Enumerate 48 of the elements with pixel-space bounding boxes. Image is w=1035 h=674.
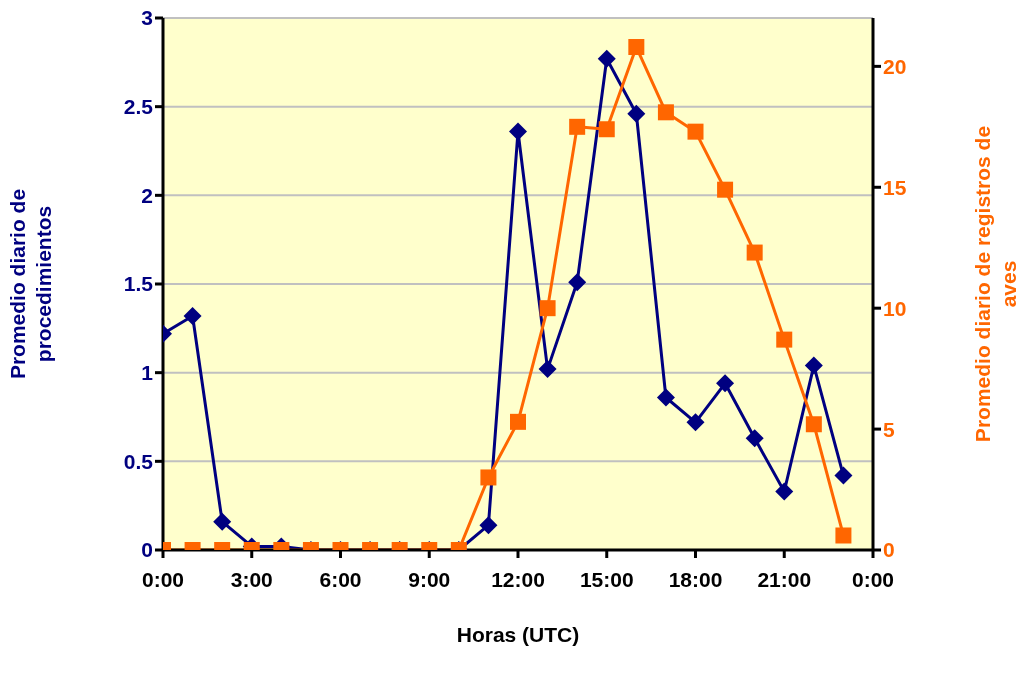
point [686, 413, 705, 432]
x-tick-label: 0:00 [851, 567, 895, 591]
y2-tick-label: 15 [883, 175, 907, 199]
point [687, 123, 704, 140]
point [597, 49, 616, 68]
point [834, 466, 853, 485]
point [183, 306, 202, 325]
point [598, 121, 615, 138]
point [716, 374, 735, 393]
x-tick-label: 18:00 [668, 567, 723, 591]
y-tick-label: 0 [141, 538, 153, 562]
point [539, 300, 556, 317]
y-tick-label: 1 [141, 361, 154, 385]
y2-axis-title: Promedio diario de registros de aves [970, 125, 1020, 443]
y-axis-title: Promedio diario de procedimientos [5, 188, 55, 380]
point [509, 122, 527, 141]
point [568, 273, 587, 292]
x-tick-label: 9:00 [408, 567, 451, 591]
point [538, 360, 557, 379]
point [745, 429, 764, 448]
point [627, 104, 646, 123]
point [479, 516, 498, 535]
y-tick-label: 2.5 [123, 95, 154, 119]
point [776, 331, 793, 348]
point [628, 39, 645, 56]
x-axis-title: Horas (UTC) [456, 623, 580, 646]
x-tick-label: 6:00 [319, 567, 362, 591]
x-tick-label: 15:00 [579, 567, 634, 591]
point [656, 388, 675, 407]
point [746, 244, 763, 261]
point [657, 104, 674, 121]
y2-tick-label: 0 [883, 538, 895, 562]
y2-tick-label: 20 [883, 54, 907, 78]
x-tick-label: 3:00 [230, 567, 273, 591]
y2-tick-label: 10 [883, 296, 907, 320]
y-tick-label: 3 [141, 6, 153, 30]
point [213, 512, 232, 531]
point [717, 181, 734, 198]
x-tick-label: 12:00 [491, 567, 545, 591]
y2-tick-label: 5 [883, 417, 895, 441]
point [569, 118, 586, 135]
y-tick-label: 2 [141, 183, 153, 207]
y-tick-label: 0.5 [123, 449, 154, 473]
point [804, 356, 823, 375]
y-tick-label: 1.5 [123, 272, 154, 296]
x-tick-label: 21:00 [757, 567, 812, 591]
point [775, 482, 794, 501]
x-tick-label: 0:00 [141, 567, 185, 591]
